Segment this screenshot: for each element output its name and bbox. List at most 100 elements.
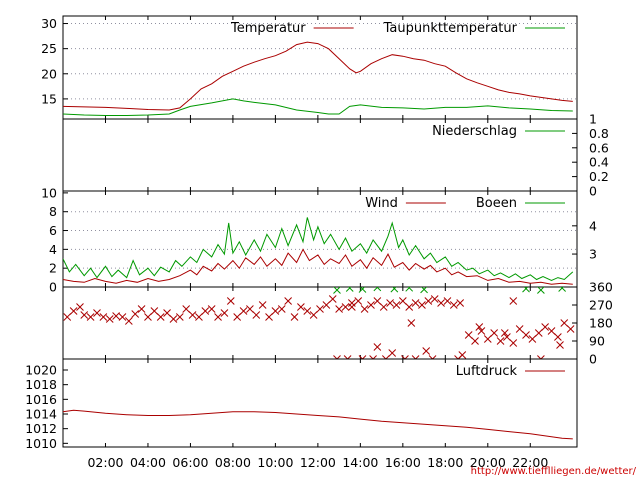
scatter-point: [156, 313, 165, 321]
x-tick-label: 08:00: [215, 455, 251, 470]
scatter-mark-stroke: [471, 337, 479, 345]
scatter-mark-stroke: [373, 343, 382, 351]
scatter-mark-stroke: [358, 355, 364, 359]
scatter-point: [322, 301, 331, 309]
scatter-mark-stroke: [220, 309, 229, 317]
y-tick-right-label: 0: [589, 352, 597, 367]
scatter-point: [335, 305, 343, 313]
scatter-point: [522, 287, 530, 293]
series-wind_direction-1: [333, 287, 566, 294]
y-tick-right-label: 360: [589, 280, 613, 295]
scatter-mark-stroke: [112, 312, 120, 320]
legend-label: Temperatur: [230, 21, 306, 36]
scatter-point: [477, 327, 486, 335]
legend-label: Wind: [365, 196, 398, 211]
scatter-mark-stroke: [477, 327, 486, 335]
y-tick-right-label: 180: [589, 316, 613, 331]
scatter-mark-stroke: [169, 315, 178, 323]
y-tick-label: 6: [49, 223, 57, 238]
legend-label: Luftdruck: [456, 364, 518, 379]
scatter-mark-stroke: [373, 297, 382, 305]
series-line: [63, 217, 574, 281]
scatter-mark-stroke: [456, 299, 465, 307]
scatter-point: [509, 297, 518, 305]
scatter-mark-stroke: [503, 333, 511, 341]
y-tick-label: 1018: [25, 377, 57, 392]
scatter-mark-stroke: [303, 307, 312, 315]
panel-precipitation: 00.20.40.60.81 Niederschlag: [62, 112, 609, 199]
panel-frame: [62, 358, 578, 448]
scatter-point: [420, 287, 428, 294]
scatter-point: [297, 303, 305, 311]
scatter-point: [560, 319, 569, 327]
scatter-point: [509, 339, 518, 347]
scatter-mark-stroke: [401, 355, 406, 359]
scatter-point: [522, 331, 530, 339]
x-tick-label: 10:00: [257, 455, 293, 470]
scatter-point: [390, 287, 399, 293]
panel-temperature: 15 20 25 30 Taupunkttemperatur Temperatur: [41, 15, 578, 120]
scatter-point: [528, 335, 537, 343]
y-tick-label: 1020: [25, 363, 57, 378]
scatter-point: [333, 355, 341, 359]
scatter-point: [475, 323, 484, 331]
scatter-point: [175, 313, 184, 321]
scatter-mark-stroke: [76, 303, 84, 311]
legend: Luftdruck: [456, 364, 565, 379]
scatter-point: [271, 307, 280, 315]
scatter-mark-stroke: [379, 303, 388, 311]
scatter-mark-stroke: [201, 307, 210, 315]
scatter-mark-stroke: [554, 333, 562, 341]
y-tick-label: 1016: [25, 392, 57, 407]
scatter-mark-stroke: [528, 335, 537, 343]
scatter-mark-stroke: [284, 297, 292, 305]
legend: Niederschlag: [432, 124, 565, 139]
scatter-mark-stroke: [537, 355, 542, 359]
scatter-mark-stroke: [144, 313, 152, 321]
y-tick-label: 30: [41, 16, 57, 31]
scatter-point: [541, 323, 549, 331]
scatter-point: [284, 297, 292, 305]
scatter-point: [63, 313, 72, 321]
scatter-mark-stroke: [443, 297, 452, 305]
scatter-mark-stroke: [522, 331, 530, 339]
scatter-mark-stroke: [105, 315, 114, 323]
scatter-point: [456, 299, 465, 307]
scatter-mark-stroke: [407, 319, 416, 327]
scatter-mark-stroke: [271, 307, 280, 315]
scatter-point: [483, 335, 492, 343]
x-tick-label: 04:00: [130, 455, 166, 470]
panel-wind_direction: 0 90 180 270 360: [62, 280, 613, 367]
scatter-mark-stroke: [354, 297, 363, 305]
y-tick-right-label: 0.4: [589, 155, 609, 170]
scatter-point: [252, 311, 261, 319]
source-url[interactable]: http://www.tiefflliegen.de/wetter/: [471, 466, 637, 477]
scatter-point: [226, 297, 235, 305]
series-line: [63, 409, 573, 440]
scatter-mark-stroke: [556, 341, 564, 349]
scatter-mark-stroke: [385, 355, 390, 359]
scatter-mark-stroke: [265, 313, 273, 321]
y-tick-label: 2: [49, 261, 57, 276]
scatter-mark-stroke: [233, 313, 242, 321]
scatter-point: [124, 317, 133, 325]
scatter-point: [195, 313, 203, 321]
panel-wind: 0 2 4 6 8 10 3 4 Boeen Wind: [41, 185, 597, 294]
scatter-point: [566, 325, 575, 333]
scatter-point: [354, 297, 363, 305]
scatter-mark-stroke: [424, 297, 433, 305]
scatter-mark-stroke: [346, 355, 352, 359]
scatter-point: [150, 307, 159, 315]
scatter-point: [358, 355, 367, 359]
scatter-mark-stroke: [195, 313, 203, 321]
series-wind_direction-0: [63, 295, 575, 359]
scatter-mark-stroke: [316, 305, 324, 313]
scatter-mark-stroke: [80, 311, 89, 319]
scatter-point: [163, 309, 171, 317]
scatter-mark-stroke: [509, 297, 518, 305]
y-tick-label: 8: [49, 204, 57, 219]
scatter-mark-stroke: [93, 309, 101, 317]
scatter-point: [373, 297, 382, 305]
x-axis: 02:00 04:00 06:00 08:00 10:00 12:00 14:00 16:00…: [87, 455, 548, 470]
y-tick-right-label: 0.6: [589, 140, 609, 155]
